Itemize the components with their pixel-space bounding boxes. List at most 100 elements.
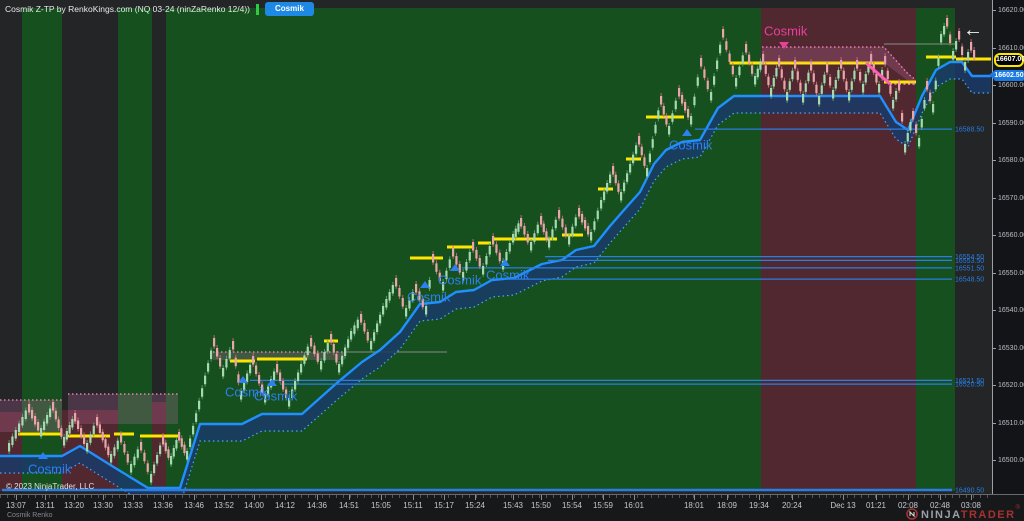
target-hline-label: 16520.50 [955, 382, 984, 389]
down-candle [458, 264, 461, 273]
down-candle [237, 374, 240, 383]
up-candle [620, 192, 623, 201]
price-tick-label: 16520.00 [992, 382, 1024, 389]
up-candle [159, 445, 162, 454]
down-candle [279, 372, 282, 381]
time-axis[interactable]: Cosmik Renko 13:07 13:11 13:20 13:30 13:33 13… [0, 494, 1024, 521]
up-candle [626, 173, 629, 182]
time-tick-label: 13:07 [5, 501, 27, 510]
down-candle [949, 34, 952, 43]
time-tick-label: 15:24 [464, 501, 486, 510]
down-candle [52, 402, 55, 411]
tab-cosmik-renko[interactable]: Cosmik Renko [7, 512, 53, 519]
up-candle [551, 229, 554, 238]
down-candle [178, 432, 181, 441]
target-hline-label: 16553.50 [955, 258, 984, 265]
down-candle [180, 438, 183, 447]
time-axis-tick [843, 495, 844, 500]
up-candle [909, 122, 912, 131]
up-candle [222, 368, 225, 377]
cosmik-button[interactable]: Cosmik [265, 2, 314, 16]
up-candle [646, 168, 649, 177]
ztp-band-bottom-dotted [0, 78, 991, 494]
time-axis-tick [381, 495, 382, 500]
price-axis[interactable]: 16620.00 16610.00 16600.00 16590.00 16580.00… [989, 0, 1024, 494]
down-candle [28, 404, 31, 413]
up-candle [600, 200, 603, 209]
down-candle [183, 444, 186, 454]
down-candle [216, 348, 219, 357]
up-candle [207, 363, 210, 372]
last-price-marker[interactable]: 16602.50 [989, 69, 1024, 81]
up-candle [428, 280, 431, 289]
time-axis-tick [475, 495, 476, 500]
down-candle [912, 111, 915, 120]
down-candle [316, 353, 319, 362]
up-candle [156, 455, 159, 464]
down-candle [252, 356, 255, 365]
up-candle [512, 234, 515, 243]
up-candle [548, 239, 551, 248]
up-candle [306, 346, 309, 356]
up-candle [353, 325, 356, 334]
up-candle [46, 415, 49, 424]
down-candle [564, 227, 567, 236]
time-axis-tick [694, 495, 695, 500]
down-candle [54, 410, 57, 420]
up-candle [832, 90, 835, 99]
down-candle [581, 214, 584, 223]
time-tick-label: 15:50 [530, 501, 552, 510]
time-axis-tick [103, 495, 104, 500]
up-candle [756, 68, 759, 78]
up-candle [110, 454, 113, 463]
down-candle [164, 442, 167, 452]
up-candle [967, 52, 970, 61]
down-candle [612, 166, 615, 175]
down-candle [859, 72, 862, 81]
up-candle [657, 110, 660, 119]
down-candle [958, 31, 961, 40]
up-candle [192, 425, 195, 435]
up-candle [719, 44, 722, 54]
time-axis-tick [603, 495, 604, 500]
down-candle [810, 62, 813, 71]
up-candle [952, 51, 955, 60]
down-candle [31, 410, 34, 419]
up-candle [609, 174, 612, 183]
time-tick-label: 15:05 [370, 501, 392, 510]
pink-zone-dotted-top [762, 46, 917, 81]
up-candle [189, 438, 192, 447]
up-candle [533, 233, 536, 242]
time-axis-tick [541, 495, 542, 500]
up-candle [606, 183, 609, 192]
stop-price-marker[interactable]: 16607.00 [994, 52, 1024, 67]
down-candle [826, 64, 829, 73]
down-candle [261, 384, 264, 393]
up-candle [554, 219, 557, 229]
up-candle [92, 425, 95, 435]
up-candle [804, 83, 807, 92]
time-axis-tick [349, 495, 350, 500]
up-candle [850, 81, 853, 90]
price-tick-label: 16570.00 [992, 194, 1024, 202]
up-candle [820, 85, 823, 94]
down-candle [162, 436, 165, 445]
buy-signal-triangle-icon [38, 452, 48, 459]
down-candle [495, 244, 498, 253]
up-candle [485, 256, 488, 265]
back-arrow-icon[interactable]: ← [963, 19, 983, 41]
up-candle [693, 96, 696, 106]
up-candle [442, 282, 445, 291]
time-tick-label: 15:54 [561, 501, 583, 510]
time-tick-label: 14:36 [306, 501, 328, 510]
up-candle [24, 410, 27, 419]
up-candle [264, 394, 267, 403]
down-candle [282, 381, 285, 390]
up-candle [243, 382, 246, 391]
up-candle [408, 300, 411, 309]
up-candle [881, 70, 884, 79]
up-candle [754, 76, 757, 85]
up-candle [482, 266, 485, 275]
